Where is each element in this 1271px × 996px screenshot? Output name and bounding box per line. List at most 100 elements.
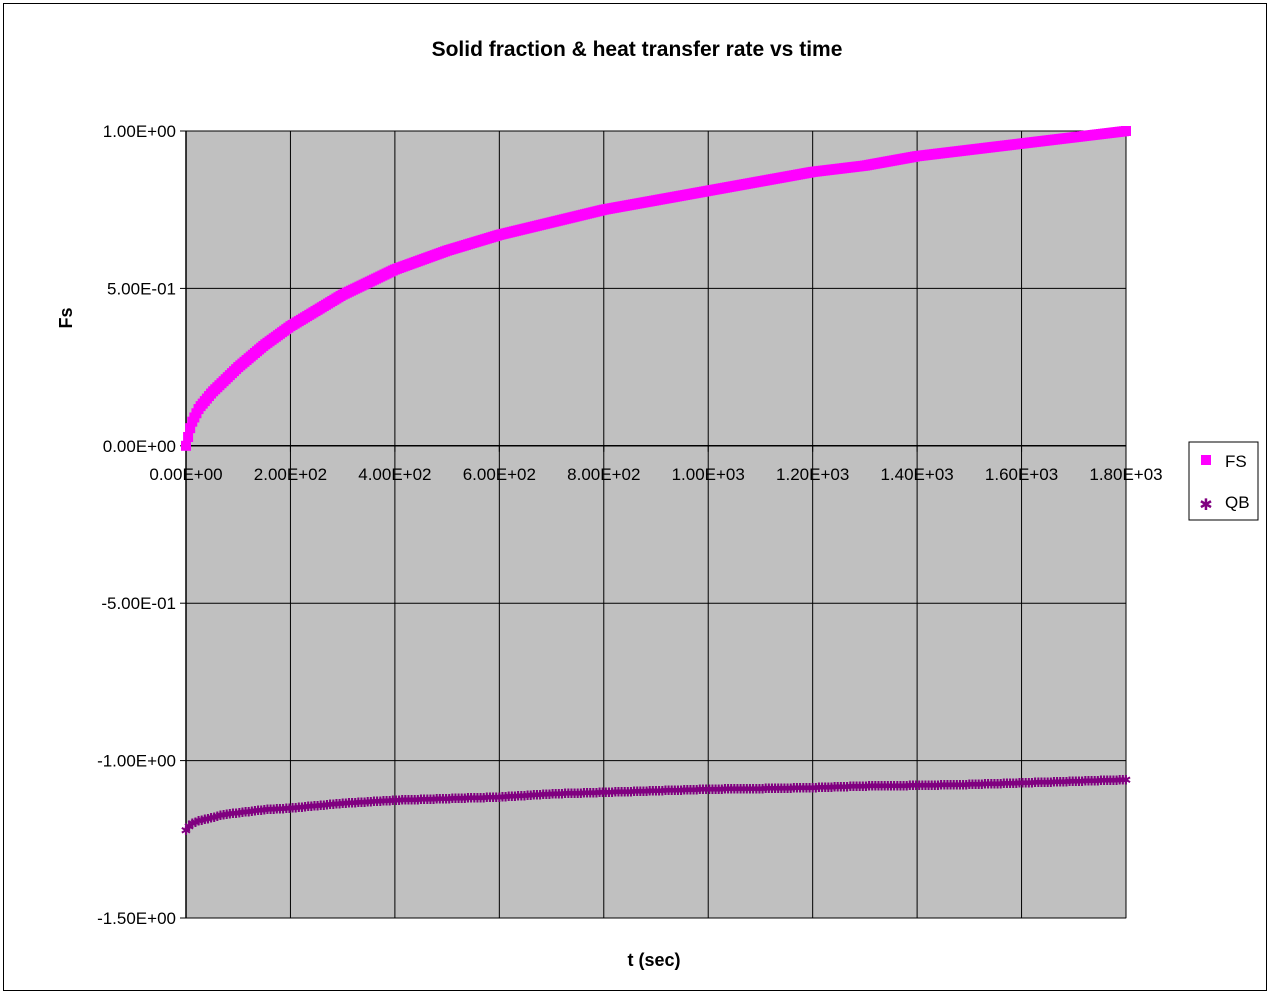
data-point: ✱ xyxy=(372,795,383,810)
data-point: ✱ xyxy=(340,797,351,812)
series-layer: ✱✱✱✱✱✱✱✱✱✱✱✱✱✱✱✱✱✱✱✱✱✱✱✱✱✱✱✱✱✱✱✱✱✱✱✱✱✱✱✱… xyxy=(181,126,1131,839)
data-point: ✱ xyxy=(632,785,643,800)
data-point: ✱ xyxy=(557,787,568,802)
data-point: ✱ xyxy=(964,778,975,793)
data-point: ✱ xyxy=(923,779,934,794)
data-point: ✱ xyxy=(641,785,652,800)
data-point: ✱ xyxy=(851,780,862,795)
x-tick-label: 4.00E+02 xyxy=(358,465,431,484)
data-point: ✱ xyxy=(682,784,693,799)
data-point: ✱ xyxy=(259,803,270,818)
y-tick-labels: 1.00E+00 5.00E-01 0.00E+00 -5.00E-01 -1.00E+… xyxy=(97,122,186,928)
data-point: ✱ xyxy=(381,794,392,809)
data-point: ✱ xyxy=(713,783,724,798)
data-point: ✱ xyxy=(450,792,461,807)
data-point: ✱ xyxy=(1114,774,1125,789)
data-point: ✱ xyxy=(889,779,900,794)
data-point: ✱ xyxy=(513,790,524,805)
data-point: ✱ xyxy=(378,795,389,810)
data-point: ✱ xyxy=(434,793,445,808)
data-point: ✱ xyxy=(936,779,947,794)
x-tick-label: 1.20E+03 xyxy=(776,465,849,484)
x-tick-label: 1.60E+03 xyxy=(985,465,1058,484)
data-point: ✱ xyxy=(1033,776,1044,791)
data-point: ✱ xyxy=(441,792,452,807)
data-point: ✱ xyxy=(879,780,890,795)
data-point: ✱ xyxy=(945,779,956,794)
data-point: ✱ xyxy=(958,778,969,793)
data-point xyxy=(183,431,194,442)
data-point: ✱ xyxy=(1058,775,1069,790)
data-point: ✱ xyxy=(453,792,464,807)
data-point: ✱ xyxy=(732,783,743,798)
data-point: ✱ xyxy=(901,779,912,794)
data-point: ✱ xyxy=(416,793,427,808)
legend-marker-fs xyxy=(1201,455,1211,465)
data-point: ✱ xyxy=(209,811,220,826)
data-point: ✱ xyxy=(911,779,922,794)
data-point: ✱ xyxy=(585,786,596,801)
data-point: ✱ xyxy=(334,797,345,812)
data-point: ✱ xyxy=(510,790,521,805)
data-point: ✱ xyxy=(992,777,1003,792)
data-point: ✱ xyxy=(422,793,433,808)
data-point: ✱ xyxy=(525,789,536,804)
y-tick-label: 1.00E+00 xyxy=(103,122,176,141)
data-point: ✱ xyxy=(1095,774,1106,789)
chart-title: Solid fraction & heat transfer rate vs t… xyxy=(432,38,843,61)
data-point: ✱ xyxy=(773,782,784,797)
data-point: ✱ xyxy=(535,788,546,803)
data-point: ✱ xyxy=(654,784,665,799)
data-point: ✱ xyxy=(1099,774,1110,789)
data-point: ✱ xyxy=(729,783,740,798)
data-point: ✱ xyxy=(1011,777,1022,792)
data-point: ✱ xyxy=(810,781,821,796)
data-point: ✱ xyxy=(741,782,752,797)
data-point: ✱ xyxy=(1105,774,1116,789)
legend-marker-qb: ✱ xyxy=(1199,495,1212,514)
data-point: ✱ xyxy=(560,787,571,802)
data-point: ✱ xyxy=(607,786,618,801)
data-point: ✱ xyxy=(967,778,978,793)
data-point: ✱ xyxy=(275,802,286,817)
data-point: ✱ xyxy=(782,782,793,797)
legend-label-fs: FS xyxy=(1225,452,1247,471)
data-point: ✱ xyxy=(466,792,477,807)
data-point: ✱ xyxy=(604,786,615,801)
data-point: ✱ xyxy=(860,780,871,795)
data-point: ✱ xyxy=(1064,775,1075,790)
data-point: ✱ xyxy=(309,800,320,815)
data-point: ✱ xyxy=(212,810,223,825)
data-point: ✱ xyxy=(1042,776,1053,791)
data-point: ✱ xyxy=(998,777,1009,792)
data-point: ✱ xyxy=(306,800,317,815)
data-point: ✱ xyxy=(1023,776,1034,791)
data-point: ✱ xyxy=(397,794,408,809)
data-point: ✱ xyxy=(296,801,307,816)
data-point: ✱ xyxy=(685,783,696,798)
data-point: ✱ xyxy=(331,798,342,813)
data-point: ✱ xyxy=(215,809,226,824)
data-point: ✱ xyxy=(973,778,984,793)
data-point: ✱ xyxy=(181,824,192,839)
data-point: ✱ xyxy=(409,793,420,808)
data-point: ✱ xyxy=(187,817,198,832)
data-point: ✱ xyxy=(572,787,583,802)
data-point: ✱ xyxy=(428,793,439,808)
data-point: ✱ xyxy=(745,782,756,797)
data-point: ✱ xyxy=(284,802,295,817)
data-point: ✱ xyxy=(1083,775,1094,790)
data-point: ✱ xyxy=(795,782,806,797)
data-point: ✱ xyxy=(400,794,411,809)
data-point: ✱ xyxy=(929,779,940,794)
y-tick-label: 5.00E-01 xyxy=(107,279,176,298)
data-point: ✱ xyxy=(738,783,749,798)
data-point: ✱ xyxy=(1102,774,1113,789)
data-point: ✱ xyxy=(820,781,831,796)
data-point: ✱ xyxy=(619,785,630,800)
data-point: ✱ xyxy=(528,789,539,804)
data-point: ✱ xyxy=(481,791,492,806)
grid-lines xyxy=(185,130,1127,919)
data-point: ✱ xyxy=(826,781,837,796)
